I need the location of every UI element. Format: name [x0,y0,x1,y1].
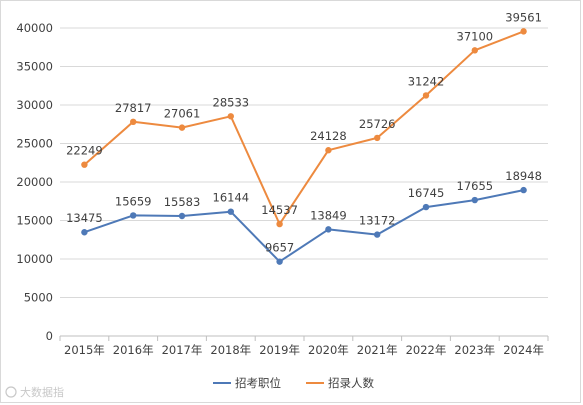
x-tick-label: 2024年 [503,343,544,357]
data-point [276,220,283,228]
legend: 招考职位 招录人数 [213,376,374,390]
data-label: 16144 [213,191,250,205]
x-tick-label: 2021年 [357,343,398,357]
series-line-1 [84,189,524,263]
data-point [227,113,234,120]
data-point [374,231,381,238]
data-label: 28533 [213,95,250,109]
data-label: 15659 [115,194,152,208]
data-point [130,118,137,126]
gridlines [60,27,548,298]
x-tick-label: 2022年 [406,343,447,357]
data-point [422,203,430,211]
data-point [374,134,381,142]
axes: 0 5000 10000 15000 20000 25000 30000 35000 40000… [16,21,549,357]
legend-label-1: 招考职位 [235,376,281,390]
data-point [81,229,88,236]
data-point [276,258,283,265]
data-point [471,47,478,54]
watermark: 大数据指 [5,385,64,399]
data-label: 13172 [359,214,396,228]
data-label: 22249 [66,144,103,158]
data-point [81,161,88,168]
data-point [422,92,430,99]
x-tick-label: 2018年 [210,343,251,357]
data-label: 13849 [310,208,347,222]
legend-label-2: 招录人数 [328,376,374,390]
y-tick-label: 15000 [16,214,53,228]
y-tick-label: 20000 [16,175,53,189]
data-label: 27061 [164,107,201,121]
y-tick-label: 5000 [24,291,53,305]
data-point [471,196,478,204]
data-label: 37100 [457,29,494,43]
x-tick-label: 2020年 [308,343,349,357]
data-point [130,212,137,219]
watermark-text: 大数据指 [20,385,64,399]
data-point [325,226,332,233]
y-tick-label: 25000 [16,137,53,151]
series-line-2 [83,30,524,226]
series-layer [81,28,527,265]
x-tick-label: 2015年 [64,343,105,357]
y-tick-label: 10000 [16,252,53,266]
data-point [520,186,527,194]
x-tick-label: 2017年 [162,343,203,357]
data-label: 25726 [359,117,396,131]
x-tick-label: 2016年 [113,343,154,357]
data-point [227,208,234,215]
data-point [178,212,186,220]
data-label: 24128 [310,129,347,143]
data-label: 15583 [164,195,201,209]
data-labels: 13475 15659 15583 16144 9657 13849 13172 16745 1… [66,10,542,254]
data-label: 39561 [505,10,542,24]
data-point [520,28,527,35]
y-tick-label: 0 [46,329,53,343]
x-tick-label: 2023年 [454,343,495,357]
data-point [325,147,332,154]
data-label: 16745 [408,186,445,200]
data-label: 31242 [408,74,445,88]
data-label: 13475 [66,211,103,225]
data-label: 27817 [115,101,152,115]
data-label: 9657 [265,241,294,255]
data-label: 17655 [457,179,494,193]
y-tick-label: 40000 [16,21,53,35]
y-tick-label: 30000 [16,98,53,112]
y-tick-label: 35000 [16,60,53,74]
watermark-logo-icon [5,386,17,398]
data-label: 14537 [261,203,298,217]
data-label: 18948 [505,169,542,183]
data-point [178,124,186,131]
x-tick-label: 2019年 [259,343,300,357]
